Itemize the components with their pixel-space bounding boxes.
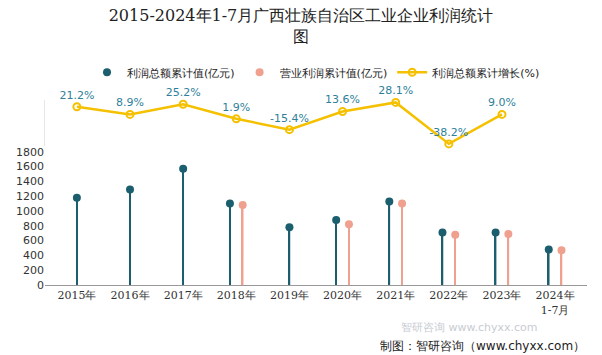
svg-text:营业利润累计值(亿元): 营业利润累计值(亿元): [280, 67, 388, 80]
svg-text:2015年: 2015年: [57, 289, 96, 302]
svg-text:9.0%: 9.0%: [488, 96, 516, 109]
svg-text:2015-2024年1-7月广西壮族自治区工业企业利润统计图: 2015-2024年1-7月广西壮族自治区工业企业利润统计图: [109, 6, 494, 46]
svg-text:200: 200: [23, 264, 44, 277]
svg-text:1000: 1000: [16, 205, 44, 218]
svg-text:智研咨询 www.chyxx.com: 智研咨询 www.chyxx.com: [401, 321, 538, 334]
svg-text:21.2%: 21.2%: [59, 89, 94, 102]
svg-text:利润总额累计增长(%): 利润总额累计增长(%): [432, 67, 539, 80]
svg-text:8.9%: 8.9%: [116, 96, 144, 109]
svg-text:-15.4%: -15.4%: [270, 112, 309, 125]
svg-text:2018年: 2018年: [217, 289, 256, 302]
svg-text:利润总额累计值(亿元): 利润总额累计值(亿元): [127, 67, 235, 80]
svg-text:400: 400: [23, 249, 44, 262]
svg-text:2023年: 2023年: [482, 289, 521, 302]
svg-text:25.2%: 25.2%: [166, 86, 201, 99]
svg-text:1.9%: 1.9%: [222, 101, 250, 114]
svg-text:0: 0: [37, 279, 44, 292]
svg-text:2019年: 2019年: [270, 289, 309, 302]
svg-text:1600: 1600: [16, 160, 44, 173]
svg-text:2020年: 2020年: [323, 289, 362, 302]
svg-text:2024年1-7月: 2024年1-7月: [536, 289, 575, 316]
svg-text:2016年: 2016年: [111, 289, 150, 302]
svg-text:制图：智研咨询（www.chyxx.com）: 制图：智研咨询（www.chyxx.com）: [380, 339, 585, 353]
svg-text:1800: 1800: [16, 146, 44, 159]
svg-text:-38.2%: -38.2%: [429, 126, 468, 139]
svg-text:13.6%: 13.6%: [325, 93, 360, 106]
svg-text:800: 800: [23, 220, 44, 233]
svg-text:1400: 1400: [16, 175, 44, 188]
svg-text:2021年: 2021年: [376, 289, 415, 302]
svg-text:1200: 1200: [16, 190, 44, 203]
svg-text:28.1%: 28.1%: [378, 84, 413, 97]
svg-text:2017年: 2017年: [164, 289, 203, 302]
svg-text:2022年: 2022年: [429, 289, 468, 302]
svg-text:600: 600: [23, 234, 44, 247]
